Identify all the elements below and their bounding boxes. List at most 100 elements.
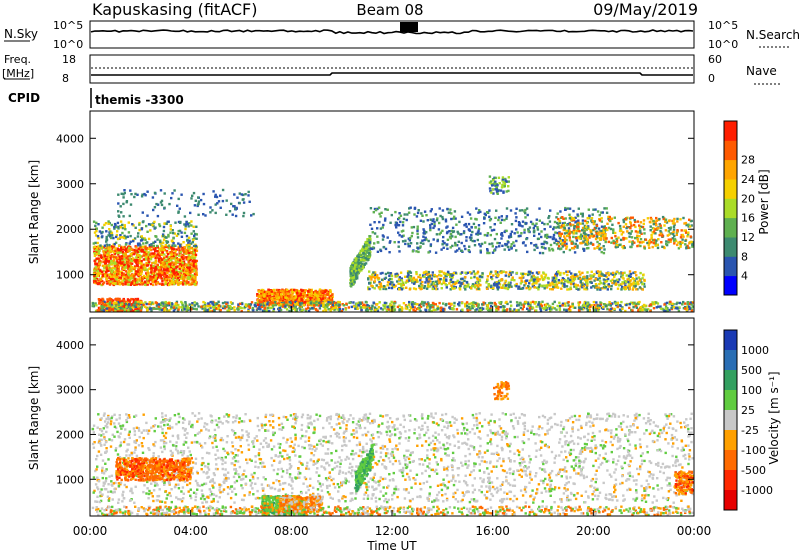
power-cell-ground	[438, 302, 440, 304]
power-cell-blue	[380, 212, 382, 214]
power-cell-ground	[563, 309, 565, 311]
power-cell-ground	[327, 301, 329, 303]
power-cell-ground	[272, 304, 274, 306]
power-cell-blue	[415, 250, 417, 252]
power-cell-morning-edge	[165, 244, 167, 246]
nsearch-tick-bottom: 10^0	[708, 38, 738, 51]
power-cell-blue	[384, 208, 386, 210]
power-cell-blue	[582, 213, 584, 215]
power-cell-0800	[296, 292, 298, 294]
power-cell-blue	[469, 236, 471, 238]
power-cell-ground	[408, 301, 410, 303]
power-cell-blue	[373, 242, 375, 244]
power-cell-ground	[245, 305, 247, 307]
power-cell-0800	[293, 289, 295, 291]
power-cell-ground	[125, 303, 127, 305]
power-cell-blue	[511, 243, 513, 245]
power-cell-0800	[330, 290, 332, 292]
power-cell-blue	[495, 210, 497, 212]
power-cell-ground	[103, 309, 105, 311]
power-cell-ground	[467, 309, 469, 311]
power-cell-0800	[290, 294, 292, 296]
power-cell-morning-edge	[137, 232, 139, 234]
power-cell-blue	[454, 210, 456, 212]
power-cell-morning-edge	[138, 229, 140, 231]
power-cell-ground	[610, 304, 612, 306]
power-cell-ground	[351, 306, 353, 308]
power-cell-0800	[273, 289, 275, 291]
power-cell-ground	[442, 302, 444, 304]
power-cell-ground	[211, 302, 213, 304]
power-cell-ground	[348, 306, 350, 308]
power-cell-morning-edge	[168, 245, 170, 247]
power-cell-ground	[352, 301, 354, 303]
power-cell-ground	[562, 304, 564, 306]
power-cell-ground	[679, 302, 681, 304]
power-cell-blue	[533, 235, 535, 237]
power-cell-0800	[263, 295, 265, 297]
power-cell-morning-edge	[142, 242, 144, 244]
power-cell-blue	[483, 222, 485, 224]
power-cell-blue	[411, 226, 413, 228]
power-cell-blue	[563, 251, 565, 253]
power-cell-morning	[164, 281, 166, 283]
power-cell-0800	[290, 298, 292, 300]
power-cell-morning	[93, 269, 95, 271]
power-cell-blue	[506, 207, 508, 209]
power-cell-morning	[128, 247, 130, 249]
power-cell-ground	[92, 304, 94, 306]
power-cell-ground	[557, 305, 559, 307]
power-cell-morning	[187, 257, 189, 259]
power-cell-0800	[327, 293, 329, 295]
power-cell-morning	[132, 257, 134, 259]
power-cell-0800	[311, 292, 313, 294]
power-cell-blue	[603, 248, 605, 250]
power-cell-morning	[119, 283, 121, 285]
power-cell-morning	[116, 270, 118, 272]
power-cell-morning-edge	[150, 244, 152, 246]
power-cell-ground	[105, 304, 107, 306]
power-cell-ground	[487, 307, 489, 309]
power-cell-morning	[128, 265, 130, 267]
power-cell-morning	[193, 265, 195, 267]
power-cell-rising	[356, 272, 358, 274]
power-cell-blue	[466, 226, 468, 228]
power-cell-ground	[285, 301, 287, 303]
power-cell-ground	[95, 304, 97, 306]
power-cell-ground	[165, 301, 167, 303]
freq-tick-top: 18	[62, 53, 76, 66]
power-cell-morning	[193, 281, 195, 283]
power-cell-blue	[468, 246, 470, 248]
power-cell-blue	[411, 232, 413, 234]
nave-label: Nave	[746, 64, 777, 78]
power-cell-near-range	[102, 299, 104, 301]
power-cell-blue	[503, 219, 505, 221]
power-cell-morning-edge	[131, 223, 133, 225]
power-cell-morning	[150, 258, 152, 260]
power-cell-morning-edge	[128, 231, 130, 233]
power-cell-ground	[494, 302, 496, 304]
power-cell-ground	[234, 309, 236, 311]
power-cell-rising	[358, 269, 360, 271]
power-cell-ground	[111, 306, 113, 308]
power-cell-ground	[267, 307, 269, 309]
power-cell-0800	[310, 294, 312, 296]
power-cell-blue	[508, 249, 510, 251]
power-cell-ground	[146, 303, 148, 305]
power-cell-blue	[535, 245, 537, 247]
power-cell-blue	[399, 221, 401, 223]
power-cell-ground	[363, 304, 365, 306]
power-cell-morning-edge	[159, 241, 161, 243]
power-cell-ground	[564, 305, 566, 307]
power-cell-morning	[127, 276, 129, 278]
power-cell-blue	[527, 230, 529, 232]
power-cell-ground	[471, 305, 473, 307]
power-cell-morning	[96, 253, 98, 255]
power-cell-blue	[599, 214, 601, 216]
freq-panel-frame	[90, 55, 694, 83]
power-cell-morning-edge	[167, 234, 169, 236]
power-cell-ground	[554, 307, 556, 309]
power-cell-morning-edge	[169, 232, 171, 234]
power-cell-0800	[278, 297, 280, 299]
power-cell-blue	[549, 209, 551, 211]
